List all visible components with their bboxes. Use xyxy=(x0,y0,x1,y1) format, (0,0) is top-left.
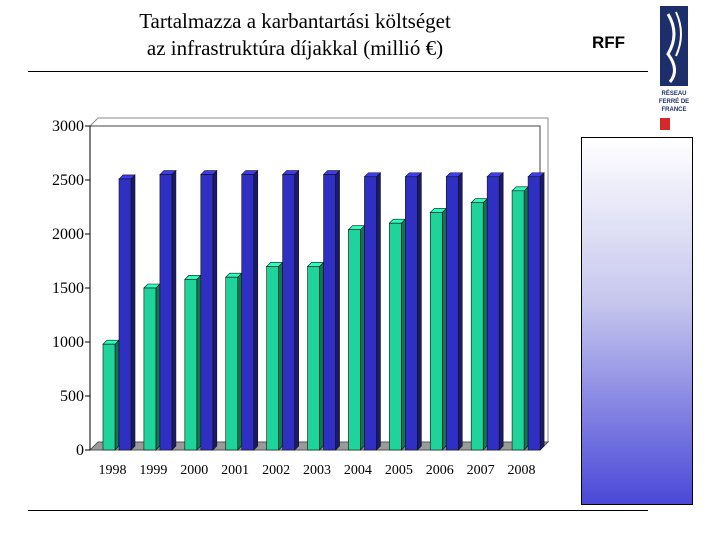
bar-side xyxy=(539,172,545,451)
bar-blue xyxy=(282,174,295,451)
bar-blue xyxy=(405,176,418,451)
bar-side xyxy=(360,224,365,451)
bar-side xyxy=(294,169,299,451)
x-category-label: 2005 xyxy=(385,463,413,478)
bar-green xyxy=(184,279,198,451)
bar-blue xyxy=(241,174,255,451)
bar-side xyxy=(523,186,529,451)
y-tick-label: 1000 xyxy=(52,334,84,351)
title-line-2: az infrastruktúra díjakkal (millió €) xyxy=(146,36,444,60)
bar-blue xyxy=(364,176,377,451)
y-tick-label: 500 xyxy=(60,388,84,405)
header-divider xyxy=(28,71,648,72)
title-line-1: Tartalmazza a karbantartási költséget xyxy=(139,9,451,33)
bar-side xyxy=(253,169,259,451)
x-category-label: 1999 xyxy=(139,463,167,478)
bar-green xyxy=(102,343,116,451)
bar-green xyxy=(143,287,157,451)
y-tick-label: 1500 xyxy=(52,280,84,297)
bar-green xyxy=(389,222,402,451)
chart-title: Tartalmazza a karbantartási költséget az… xyxy=(80,8,510,62)
bar-green xyxy=(348,229,361,451)
bar-side xyxy=(130,174,136,451)
bar-green xyxy=(266,266,279,451)
y-tick-label: 2000 xyxy=(52,226,84,243)
x-category-label: 2006 xyxy=(426,463,454,478)
x-category-label: 1998 xyxy=(98,463,126,478)
bar-green xyxy=(307,266,320,451)
y-tick-label: 3000 xyxy=(52,118,84,135)
bar-side xyxy=(335,169,340,451)
x-category-label: 2002 xyxy=(262,463,290,478)
bar-blue xyxy=(527,176,541,451)
x-category-label: 2008 xyxy=(508,463,536,478)
bar-side xyxy=(417,172,422,451)
bar-blue xyxy=(200,174,214,451)
bar-side xyxy=(237,272,243,451)
bar-blue xyxy=(159,174,173,451)
bar-side xyxy=(498,172,504,451)
bar-side xyxy=(482,197,488,451)
y-tick-label: 2500 xyxy=(52,172,84,189)
logo-text-3: FRANCE xyxy=(662,107,687,113)
bar-side xyxy=(278,261,283,451)
bar-side xyxy=(196,274,202,451)
bar-blue xyxy=(118,178,132,451)
bar-green xyxy=(511,190,525,451)
side-gradient-panel xyxy=(581,137,693,505)
rff-logo-icon: RÉSEAU FERRÉ DE FRANCE xyxy=(659,6,689,130)
bar-blue xyxy=(323,174,336,451)
bar-side xyxy=(376,172,381,451)
bar-green xyxy=(470,202,484,451)
logo-text-2: FERRÉ DE xyxy=(659,97,689,105)
y-tick-label: 0 xyxy=(76,442,84,459)
x-category-label: 2004 xyxy=(344,463,372,478)
bar-side xyxy=(401,218,406,451)
bar-blue xyxy=(486,176,500,451)
bar-green xyxy=(225,276,239,451)
bar-side xyxy=(155,283,161,451)
brand-label: RFF xyxy=(592,33,626,52)
bar-side xyxy=(171,169,177,451)
logo-text-1: RÉSEAU xyxy=(661,89,686,97)
x-category-label: 2003 xyxy=(303,463,331,478)
bar-side xyxy=(212,169,218,451)
bar-side xyxy=(441,207,447,451)
bar-side xyxy=(457,172,463,451)
bar-side xyxy=(114,339,120,451)
bar-green xyxy=(429,212,443,451)
x-category-label: 2001 xyxy=(221,463,249,478)
footer-divider xyxy=(28,510,648,511)
bar-blue xyxy=(445,176,459,451)
x-category-label: 2000 xyxy=(180,463,208,478)
bar-side xyxy=(319,261,324,451)
x-category-label: 2007 xyxy=(467,463,495,478)
